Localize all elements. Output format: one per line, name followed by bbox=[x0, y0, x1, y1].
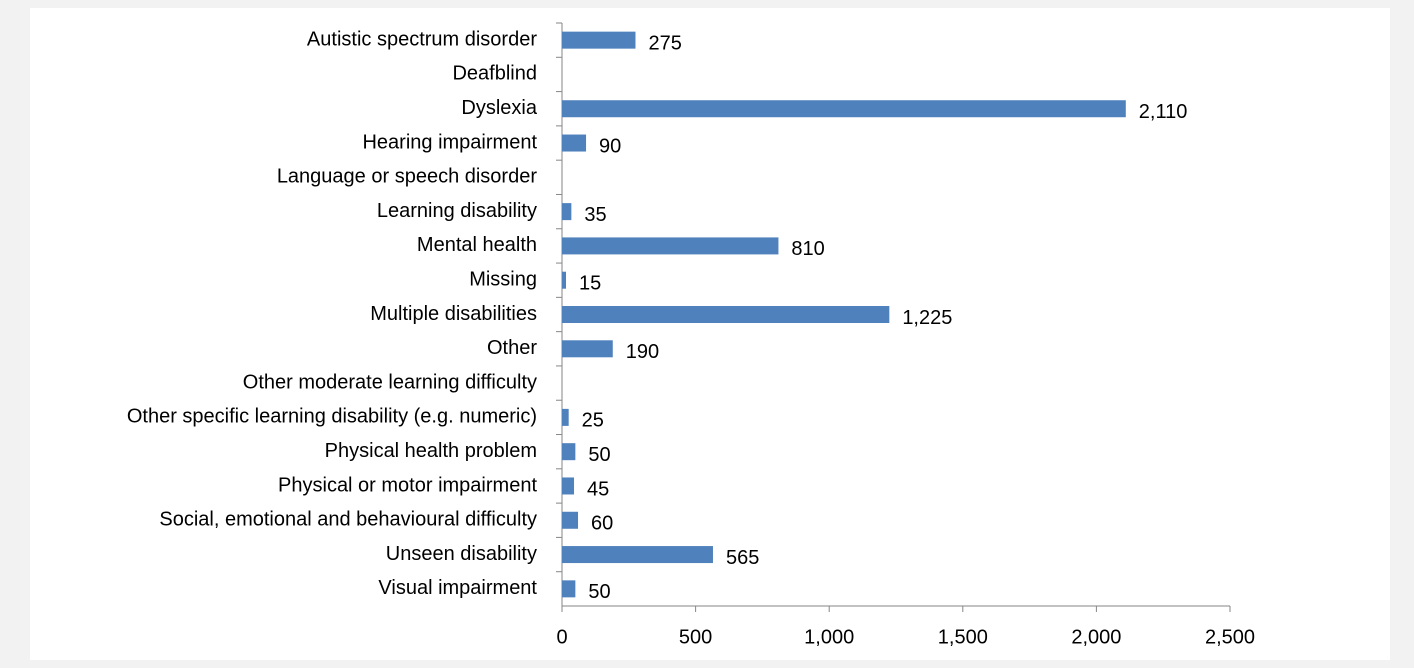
value-label: 50 bbox=[588, 444, 610, 466]
y-tick-label: Physical or motor impairment bbox=[278, 474, 537, 496]
bar bbox=[562, 443, 576, 461]
y-tick-label: Visual impairment bbox=[378, 577, 537, 599]
bar bbox=[562, 580, 576, 598]
bar bbox=[562, 237, 779, 255]
value-label: 50 bbox=[588, 581, 610, 603]
y-tick-label: Other moderate learning difficulty bbox=[243, 371, 537, 393]
x-tick-label: 1,000 bbox=[804, 626, 854, 648]
y-tick-label: Multiple disabilities bbox=[370, 303, 537, 325]
value-label: 565 bbox=[726, 547, 759, 569]
value-label: 60 bbox=[591, 513, 613, 535]
bar bbox=[562, 408, 569, 426]
bar bbox=[562, 203, 572, 221]
bar bbox=[562, 546, 713, 564]
y-tick-label: Social, emotional and behavioural diffic… bbox=[159, 509, 537, 531]
x-tick-label: 500 bbox=[679, 626, 712, 648]
y-tick-label: Dyslexia bbox=[461, 97, 537, 119]
bar bbox=[562, 306, 890, 323]
y-tick-label: Autistic spectrum disorder bbox=[307, 28, 537, 50]
bar bbox=[562, 31, 636, 49]
bar bbox=[562, 134, 587, 152]
value-label: 810 bbox=[791, 238, 824, 260]
value-label: 275 bbox=[648, 32, 681, 54]
y-tick-label: Other bbox=[487, 337, 537, 359]
bar bbox=[562, 271, 567, 289]
y-tick-label: Deafblind bbox=[452, 63, 537, 85]
value-label: 45 bbox=[587, 478, 609, 500]
value-label: 2,110 bbox=[1139, 101, 1188, 123]
y-tick-label: Language or speech disorder bbox=[277, 166, 538, 188]
value-label: 190 bbox=[626, 341, 659, 363]
value-label: 15 bbox=[579, 272, 601, 294]
x-tick-label: 2,000 bbox=[1071, 626, 1121, 648]
bar bbox=[562, 100, 1126, 118]
bar bbox=[562, 477, 575, 495]
x-tick-label: 1,500 bbox=[938, 626, 988, 648]
y-tick-label: Learning disability bbox=[377, 200, 537, 222]
y-tick-label: Hearing impairment bbox=[362, 131, 537, 153]
y-tick-label: Mental health bbox=[417, 234, 537, 256]
x-tick-label: 2,500 bbox=[1205, 626, 1255, 648]
value-label: 25 bbox=[582, 410, 604, 432]
value-label: 1,225 bbox=[902, 307, 952, 329]
value-label: 90 bbox=[599, 135, 621, 157]
y-tick-label: Missing bbox=[469, 268, 537, 290]
value-label: 35 bbox=[584, 204, 606, 226]
x-tick-label: 0 bbox=[556, 626, 567, 648]
bar bbox=[562, 511, 579, 529]
y-tick-label: Unseen disability bbox=[386, 543, 537, 565]
y-tick-label: Physical health problem bbox=[325, 440, 537, 462]
bar bbox=[562, 340, 613, 358]
y-tick-label: Other specific learning disability (e.g.… bbox=[127, 406, 537, 428]
